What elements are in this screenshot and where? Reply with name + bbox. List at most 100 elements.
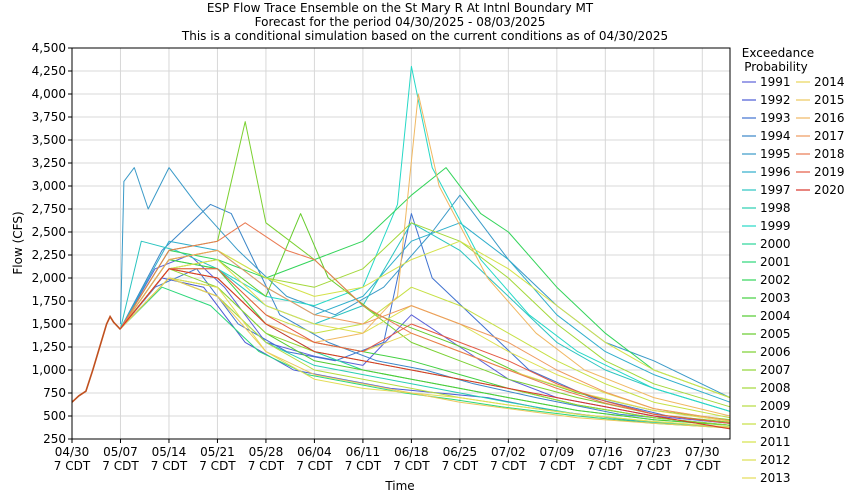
x-tick-label: 05/21 <box>200 445 235 459</box>
y-axis-label: Flow (CFS) <box>11 211 25 274</box>
y-tick-label: 3,500 <box>32 133 66 147</box>
x-tick-sublabel: 7 CDT <box>442 459 479 473</box>
legend-entry: 2001 <box>760 255 791 269</box>
x-tick-sublabel: 7 CDT <box>296 459 333 473</box>
legend-entry: 2015 <box>814 93 845 107</box>
x-axis-label: Time <box>384 479 414 493</box>
legend-entry: 2010 <box>760 417 791 431</box>
y-tick-label: 2,000 <box>32 271 66 285</box>
x-tick-sublabel: 7 CDT <box>151 459 188 473</box>
y-tick-label: 250 <box>43 432 66 446</box>
y-tick-label: 4,250 <box>32 64 66 78</box>
x-tick-label: 04/30 <box>55 445 90 459</box>
x-tick-label: 07/09 <box>540 445 575 459</box>
legend-entry: 2019 <box>814 165 845 179</box>
x-tick-label: 07/30 <box>685 445 720 459</box>
legend-entry: 2016 <box>814 111 845 125</box>
x-tick-label: 05/14 <box>152 445 187 459</box>
y-tick-label: 3,250 <box>32 156 66 170</box>
y-tick-label: 1,250 <box>32 340 66 354</box>
y-tick-label: 3,000 <box>32 179 66 193</box>
y-tick-label: 1,500 <box>32 317 66 331</box>
legend-entry: 2004 <box>760 309 791 323</box>
chart-title-line-1: ESP Flow Trace Ensemble on the St Mary R… <box>207 1 594 15</box>
x-tick-sublabel: 7 CDT <box>539 459 576 473</box>
legend-entry: 1992 <box>760 93 791 107</box>
x-tick-label: 07/16 <box>588 445 623 459</box>
legend: Exceedance Probability 1991 1992 1993 1994 1… <box>742 46 845 485</box>
legend-entry: 2014 <box>814 75 845 89</box>
x-tick-sublabel: 7 CDT <box>636 459 673 473</box>
legend-entry: 1999 <box>760 219 791 233</box>
x-tick-sublabel: 7 CDT <box>345 459 382 473</box>
legend-entry: 2009 <box>760 399 791 413</box>
y-tick-label: 2,750 <box>32 202 66 216</box>
plot-frame <box>71 47 731 440</box>
x-tick-label: 05/28 <box>249 445 284 459</box>
x-tick-sublabel: 7 CDT <box>54 459 91 473</box>
chart-title-line-3: This is a conditional simulation based o… <box>181 29 668 43</box>
series-layer <box>120 65 731 430</box>
series-line-2001 <box>120 286 731 429</box>
x-tick-label: 07/02 <box>491 445 526 459</box>
x-tick-sublabel: 7 CDT <box>102 459 139 473</box>
legend-entry: 2003 <box>760 291 791 305</box>
legend-entry: 2002 <box>760 273 791 287</box>
x-tick-label: 07/23 <box>637 445 672 459</box>
legend-entry: 2020 <box>814 183 845 197</box>
y-tick-label: 3,750 <box>32 110 66 124</box>
chart-title: ESP Flow Trace Ensemble on the St Mary R… <box>181 1 668 43</box>
x-tick-label: 06/04 <box>297 445 332 459</box>
legend-entry: 2012 <box>760 453 791 467</box>
legend-entry: 1994 <box>760 129 791 143</box>
legend-entry: 1993 <box>760 111 791 125</box>
x-tick-sublabel: 7 CDT <box>587 459 624 473</box>
x-tick-label: 06/11 <box>346 445 381 459</box>
legend-entry: 1995 <box>760 147 791 161</box>
y-tick-label: 750 <box>43 386 66 400</box>
series-line-2017 <box>120 249 731 422</box>
x-tick-sublabel: 7 CDT <box>490 459 527 473</box>
x-tick-sublabel: 7 CDT <box>199 459 236 473</box>
y-tick-label: 4,000 <box>32 87 66 101</box>
legend-entry: 2005 <box>760 327 791 341</box>
series-line-2019 <box>120 268 731 424</box>
legend-entry: 2007 <box>760 363 791 377</box>
series-line-2018 <box>120 222 731 424</box>
y-tick-label: 2,250 <box>32 248 66 262</box>
legend-entry: 2011 <box>760 435 791 449</box>
legend-entry: 2017 <box>814 129 845 143</box>
legend-entry: 1997 <box>760 183 791 197</box>
y-tick-label: 1,750 <box>32 294 66 308</box>
y-tick-label: 500 <box>43 409 66 423</box>
legend-entry: 2008 <box>760 381 791 395</box>
y-tick-label: 2,500 <box>32 225 66 239</box>
y-tick-label: 4,500 <box>32 41 66 55</box>
x-tick-label: 06/25 <box>443 445 478 459</box>
y-tick-label: 1,000 <box>32 363 66 377</box>
legend-entry: 1998 <box>760 201 791 215</box>
chart-title-line-2: Forecast for the period 04/30/2025 - 08/… <box>255 15 546 29</box>
legend-entry: 1996 <box>760 165 791 179</box>
x-tick-sublabel: 7 CDT <box>684 459 721 473</box>
legend-entry: 2018 <box>814 147 845 161</box>
x-tick-sublabel: 7 CDT <box>248 459 285 473</box>
x-tick-label: 05/07 <box>103 445 138 459</box>
series-line-2015 <box>120 277 731 429</box>
series-line-2002 <box>120 167 731 399</box>
observed-layer <box>71 314 122 403</box>
legend-entry: 2006 <box>760 345 791 359</box>
x-tick-label: 06/18 <box>394 445 429 459</box>
observed-start-line <box>71 314 122 403</box>
legend-title-line-2: Probability <box>744 60 807 74</box>
series-line-2020 <box>120 268 731 430</box>
y-axis: 250 500 750 1,000 1,250 1,500 1,750 2,000 2,250 2… <box>32 41 72 446</box>
series-line-2013 <box>120 277 731 428</box>
legend-entry: 2013 <box>760 471 791 485</box>
series-line-1994 <box>120 203 731 426</box>
legend-title-line-1: Exceedance <box>742 46 814 60</box>
legend-entry: 1991 <box>760 75 791 89</box>
legend-entry: 2000 <box>760 237 791 251</box>
